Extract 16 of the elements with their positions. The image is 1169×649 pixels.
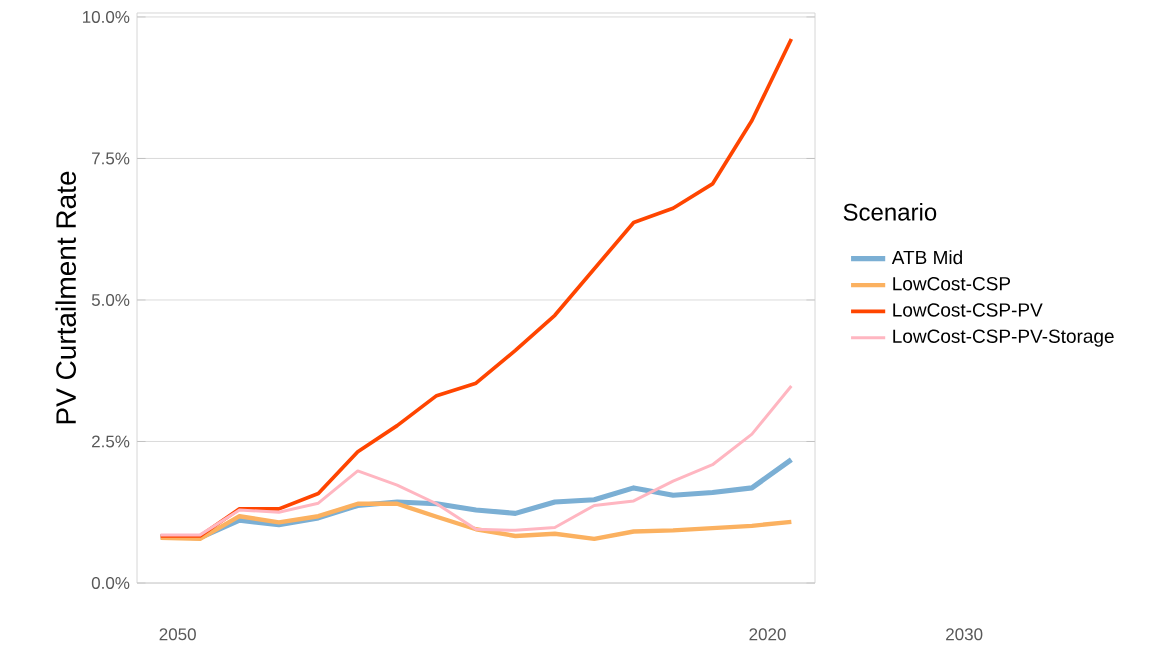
legend-label: LowCost-CSP [893, 276, 1011, 291]
legend-label: LowCost-CSP-PV [893, 303, 1043, 317]
line-series [158, 501, 794, 542]
y-tick-label: 5.0% [91, 293, 130, 306]
text: 2020 [749, 628, 786, 641]
y-tick-label: 0.0% [91, 576, 130, 590]
text: 2030 [946, 628, 983, 641]
y-tick-label: 10.0% [83, 10, 130, 23]
legend-label: LowCost-CSP-PV-Storage [893, 329, 1114, 347]
y-axis-title: PV Curtailment Rate [55, 171, 77, 424]
line-series [159, 384, 793, 537]
y-tick-label: 7.5% [92, 152, 130, 165]
legend-label: ATB Mid [891, 250, 962, 265]
legend-title: Scenario [843, 203, 937, 221]
text: 2050 [159, 628, 196, 641]
y-tick-label: 2.5% [92, 435, 130, 448]
